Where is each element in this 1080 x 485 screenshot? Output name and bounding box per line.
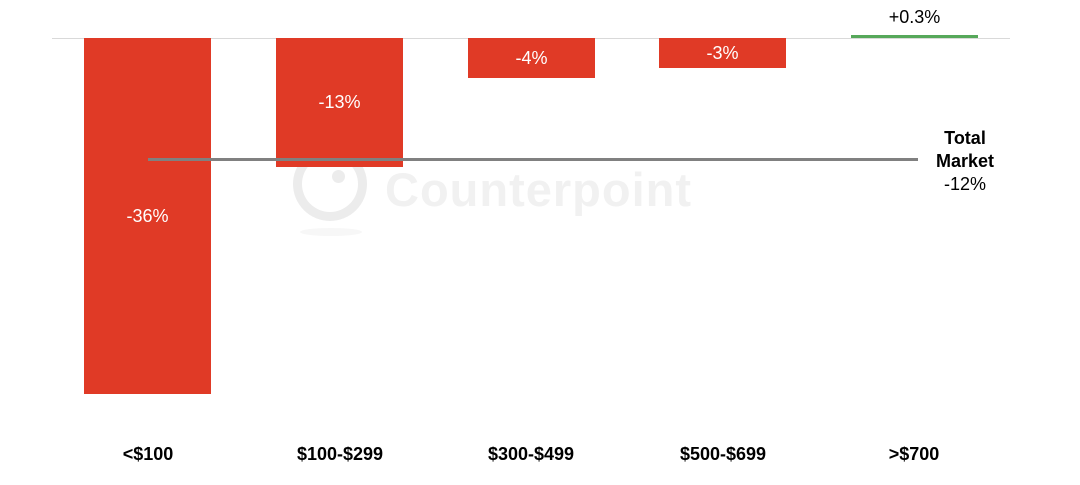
total-market-value: -12% (943, 174, 987, 194)
logo-dot-icon (332, 170, 345, 183)
total-market-label: Total Market -12% (920, 127, 1010, 196)
total-market-line (148, 158, 918, 161)
category-label-1: $100-$299 (296, 444, 384, 464)
bar-value-label: -13% (318, 92, 361, 112)
logo-shadow (300, 228, 362, 236)
bar-value-label: -3% (706, 42, 739, 63)
category-label-4: >$700 (888, 444, 940, 464)
bar-2: -4% (468, 38, 595, 78)
bar-value-label: -4% (515, 47, 548, 68)
bar-4 (851, 35, 978, 38)
bar-0: -36% (84, 38, 211, 394)
counterpoint-logo-icon (293, 147, 367, 221)
total-market-label-line1: Total (944, 128, 986, 148)
category-label-3: $500-$699 (679, 444, 767, 464)
bar-value-label: +0.3% (888, 7, 941, 27)
bar-value-label: -36% (126, 205, 169, 226)
bar-3: -3% (659, 38, 786, 68)
category-label-2: $300-$499 (487, 444, 575, 464)
watermark-text: Counterpoint (385, 163, 692, 216)
category-label-0: <$100 (122, 444, 174, 464)
bar-1: -13% (276, 38, 403, 167)
total-market-label-line2: Market (935, 151, 995, 171)
